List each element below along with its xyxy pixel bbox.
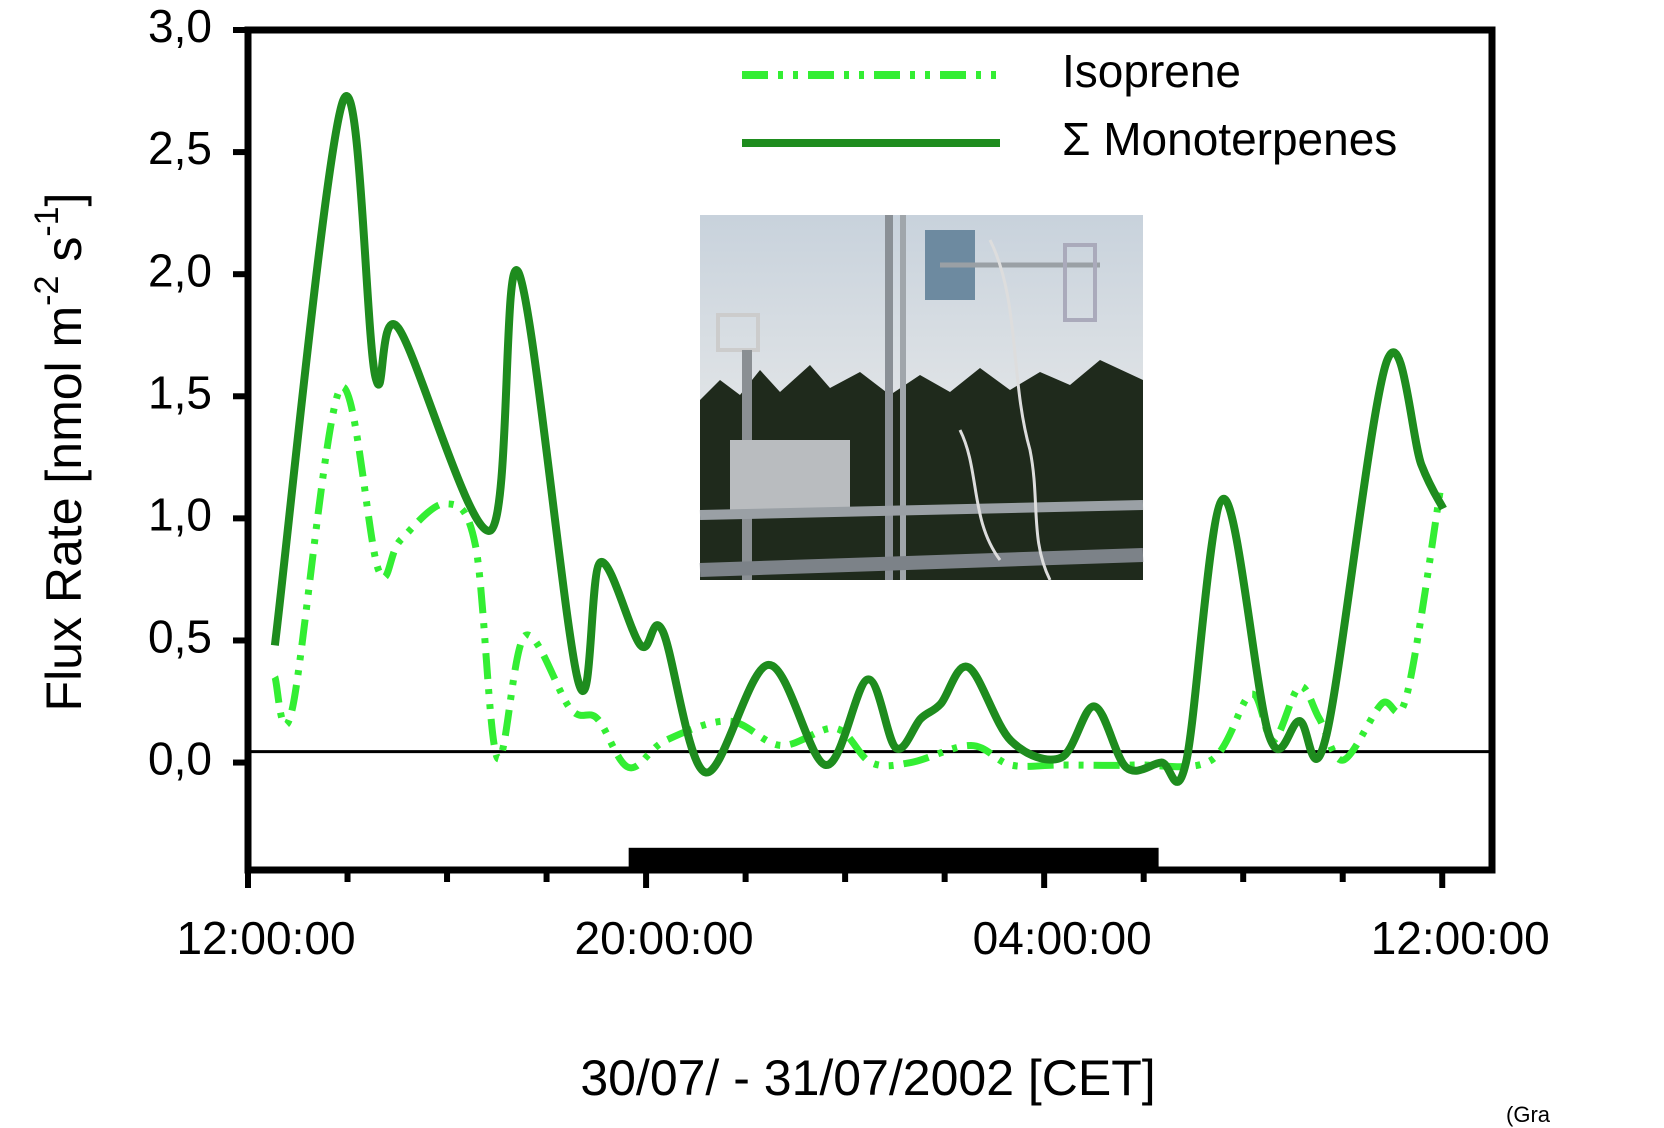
x-tick-label: 04:00:00	[973, 912, 1152, 964]
x-tick-label: 12:00:00	[1371, 912, 1550, 964]
y-tick-label: 2,5	[148, 122, 212, 174]
y-axis-label-part: ]	[36, 193, 92, 207]
night-bar	[628, 847, 1159, 868]
y-axis-label-part: -2	[28, 276, 66, 306]
y-tick-label: 1,5	[148, 366, 212, 418]
y-tick-label: 0,0	[148, 733, 212, 785]
series-line	[271, 383, 1445, 772]
y-tick-label: 3,0	[148, 0, 212, 52]
y-axis-label-part: s	[36, 237, 92, 276]
annotation: (Gra	[1506, 1102, 1551, 1127]
x-tick-label: 12:00:00	[176, 912, 355, 964]
x-tick-label: 20:00:00	[575, 912, 754, 964]
legend-label: Σ Monoterpenes	[1062, 113, 1397, 165]
y-tick-label: 2,0	[148, 244, 212, 296]
y-tick-label: 1,0	[148, 489, 212, 541]
plot-frame	[244, 26, 1496, 874]
y-axis-label: Flux Rate [nmol m-2 s-1]	[28, 193, 92, 712]
x-axis-label: 30/07/ - 31/07/2002 [CET]	[580, 1050, 1155, 1106]
y-axis-label-part: Flux Rate [nmol m	[36, 306, 92, 712]
series-line	[270, 92, 1447, 786]
inset-photo	[699, 215, 1144, 581]
y-axis-label-part: -1	[28, 206, 66, 236]
legend-label: Isoprene	[1062, 45, 1241, 97]
y-tick-label: 0,5	[148, 611, 212, 663]
